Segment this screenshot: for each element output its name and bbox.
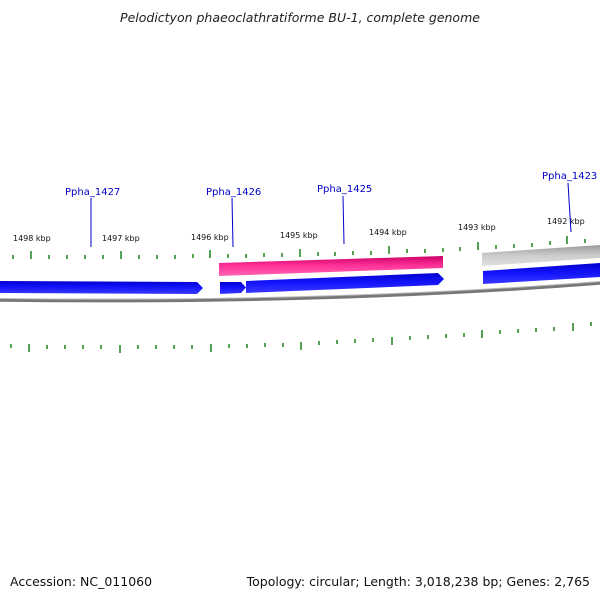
gene-label-ppha-1426[interactable]: Ppha_1426 bbox=[206, 187, 261, 198]
accession-text: Accession: NC_011060 bbox=[10, 574, 153, 589]
gene-label-ppha-1423[interactable]: Ppha_1423 bbox=[542, 171, 597, 182]
gene-right-reverse[interactable] bbox=[483, 263, 600, 284]
genome-backbone-highlight bbox=[0, 281, 600, 300]
upper-tick-row bbox=[12, 236, 586, 259]
genome-backbone bbox=[0, 281, 600, 303]
gene-ppha-1423[interactable] bbox=[482, 245, 600, 266]
gene-ppha-1425[interactable] bbox=[246, 273, 444, 293]
gene-ppha-1426[interactable] bbox=[220, 282, 246, 294]
scale-label-1493: 1493 kbp bbox=[458, 223, 496, 232]
topology-text: Topology: circular; Length: 3,018,238 bp… bbox=[246, 574, 590, 589]
scale-label-1497: 1497 kbp bbox=[102, 234, 140, 243]
lower-tick-row bbox=[10, 322, 592, 353]
gene-label-ppha-1425[interactable]: Ppha_1425 bbox=[317, 184, 372, 195]
scale-label-1495: 1495 kbp bbox=[280, 231, 318, 240]
gene-label-leaders bbox=[90, 182, 572, 248]
scale-label-1494: 1494 kbp bbox=[369, 228, 407, 237]
gene-label-ppha-1427[interactable]: Ppha_1427 bbox=[65, 187, 120, 198]
map-title: Pelodictyon phaeoclathratiforme BU-1, co… bbox=[120, 10, 480, 25]
scale-label-1498: 1498 kbp bbox=[13, 234, 51, 243]
gene-ppha-1427[interactable] bbox=[0, 281, 203, 294]
gene-forward-pink[interactable] bbox=[219, 256, 443, 276]
scale-label-1496: 1496 kbp bbox=[191, 233, 229, 242]
scale-label-1492: 1492 kbp bbox=[547, 217, 585, 226]
